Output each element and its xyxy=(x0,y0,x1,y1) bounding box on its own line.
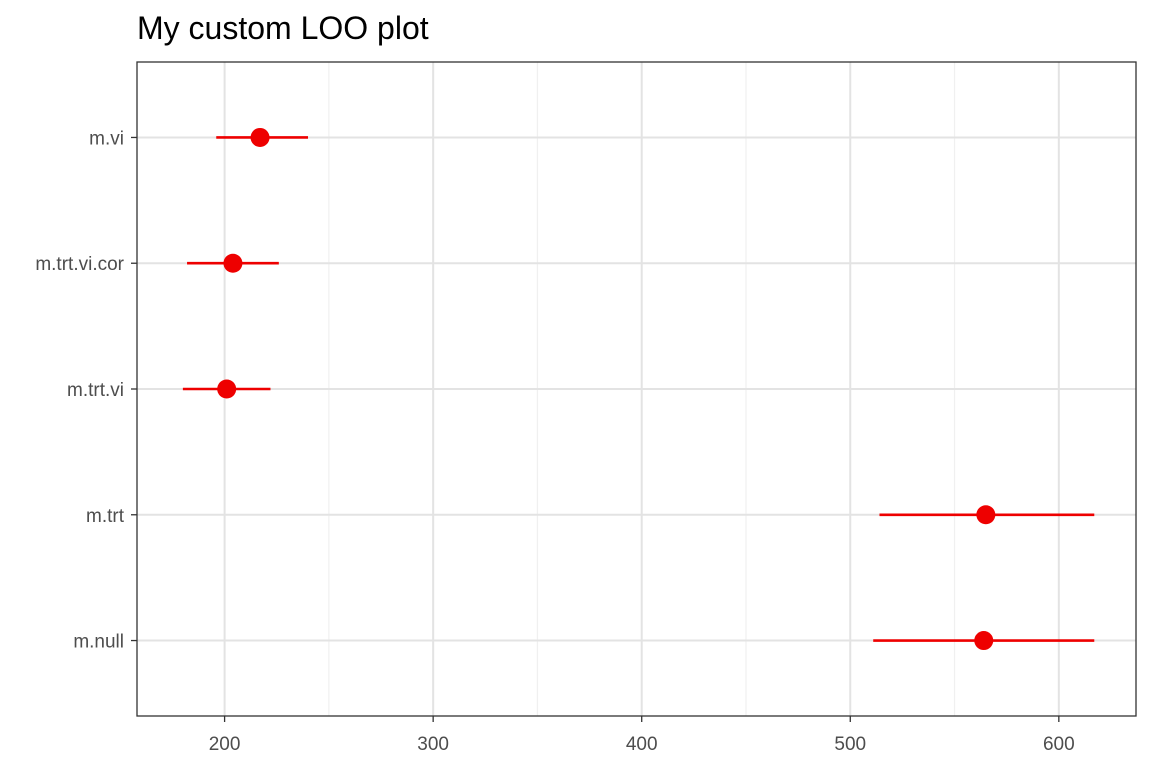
y-tick-label: m.trt.vi xyxy=(67,380,124,401)
chart-title: My custom LOO plot xyxy=(137,10,429,46)
y-tick-label: m.trt.vi.cor xyxy=(35,254,124,275)
estimate-point xyxy=(974,631,994,651)
x-tick-label: 500 xyxy=(834,734,866,755)
x-tick-label: 300 xyxy=(417,734,449,755)
estimate-point xyxy=(217,379,237,399)
x-tick-label: 600 xyxy=(1043,734,1075,755)
x-tick-label: 200 xyxy=(209,734,241,755)
y-tick-label: m.vi xyxy=(89,128,124,149)
estimate-point xyxy=(223,253,243,273)
y-axis: m.vi m.trt.vi.cor m.trt.vi m.trt m.null xyxy=(35,128,137,653)
estimate-point xyxy=(250,127,270,147)
estimate-point xyxy=(976,505,996,525)
x-axis: 200 300 400 500 600 xyxy=(209,716,1075,755)
y-tick-label: m.trt xyxy=(86,506,125,527)
x-tick-label: 400 xyxy=(626,734,658,755)
major-gridlines xyxy=(137,62,1136,716)
y-tick-label: m.null xyxy=(73,632,124,653)
estimate-points xyxy=(217,127,996,651)
